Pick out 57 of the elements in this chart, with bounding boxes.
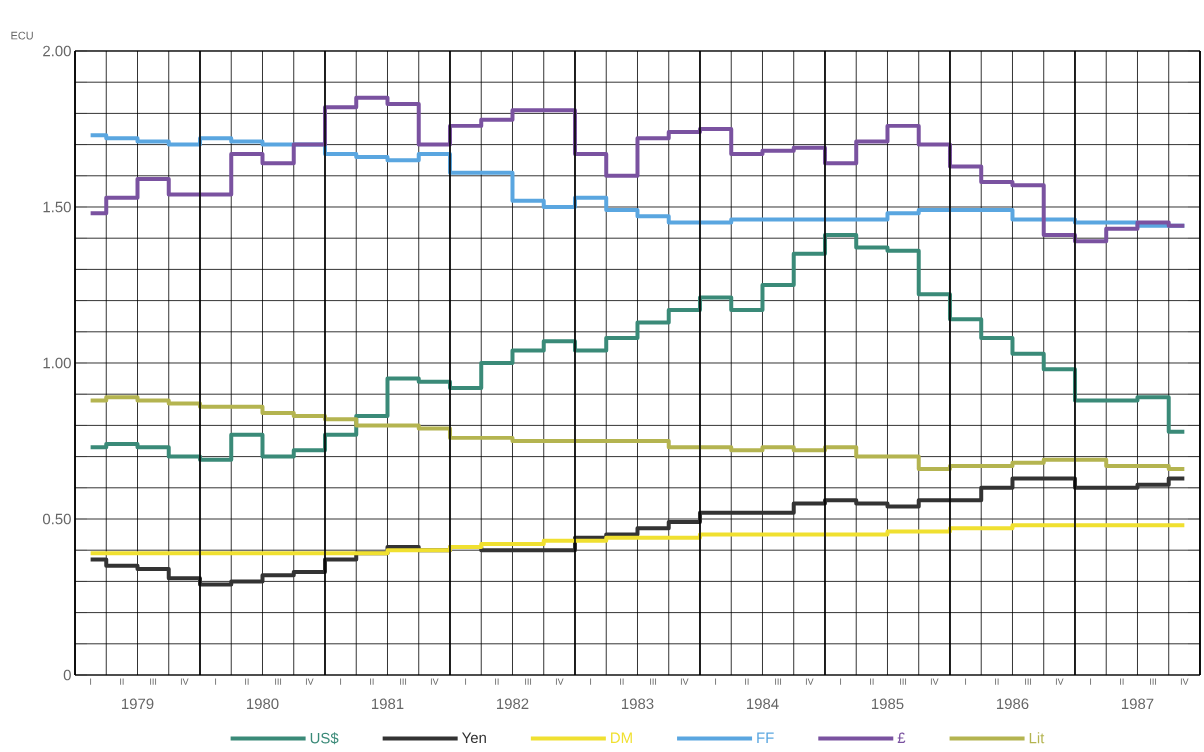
text: Lit — [1029, 732, 1045, 744]
x-tick-label: I — [590, 678, 592, 685]
x-tick-label: III — [900, 678, 907, 685]
text: Yen — [461, 732, 486, 744]
x-tick-label: III — [1150, 678, 1157, 685]
x-tick-label: II — [1120, 678, 1124, 685]
text: 1982 — [497, 698, 529, 710]
text: DM — [611, 732, 632, 743]
text: US$ — [310, 732, 339, 745]
x-tick-label: II — [870, 678, 874, 685]
x-tick-label: I — [90, 678, 92, 685]
text: 1979 — [122, 698, 154, 710]
x-tick-label: IV — [1055, 678, 1064, 685]
text: 1980 — [247, 698, 279, 710]
x-tick-label: II — [370, 678, 374, 685]
text: 1983 — [622, 698, 654, 710]
x-tick-label: II — [745, 678, 749, 685]
x-tick-label: I — [840, 678, 842, 685]
text: 1987 — [1121, 698, 1154, 710]
x-tick-label: III — [775, 678, 782, 685]
x-tick-label: IV — [180, 678, 189, 685]
x-tick-label: IV — [1180, 678, 1189, 685]
x-tick-label: II — [495, 678, 499, 685]
y-tick-label: 1.00 — [43, 357, 71, 369]
y-tick-label: 0 — [63, 669, 71, 681]
x-tick-label: I — [215, 678, 217, 685]
text: 1985 — [872, 698, 904, 710]
x-tick-label: I — [965, 678, 967, 685]
x-tick-label: I — [1090, 678, 1092, 685]
x-tick-label: II — [995, 678, 999, 685]
x-tick-label: II — [120, 678, 124, 685]
x-tick-label: III — [400, 678, 407, 685]
y-tick-label: 0.50 — [42, 513, 71, 525]
y-tick-label: 2.00 — [43, 45, 71, 57]
x-tick-label: I — [340, 678, 342, 685]
x-tick-label: I — [715, 678, 717, 685]
text: 1981 — [372, 698, 404, 710]
x-tick-label: IV — [680, 678, 689, 685]
x-tick-label: III — [150, 678, 157, 685]
text: £ — [897, 732, 906, 743]
x-tick-label: III — [1025, 678, 1032, 685]
x-tick-label: II — [620, 678, 624, 685]
x-tick-label: IV — [930, 678, 939, 685]
text: 1984 — [747, 698, 779, 710]
x-tick-label: III — [650, 678, 657, 685]
x-tick-label: II — [245, 678, 249, 685]
x-tick-label: III — [525, 678, 532, 685]
x-tick-label: IV — [430, 678, 439, 685]
text: 1986 — [996, 698, 1029, 710]
x-tick-label: III — [275, 678, 282, 685]
x-tick-label: IV — [305, 678, 314, 685]
y-axis-title: ECU — [11, 31, 33, 40]
y-tick-label: 1.50 — [43, 201, 71, 213]
x-tick-label: I — [465, 678, 467, 685]
x-tick-label: IV — [555, 678, 564, 685]
x-tick-label: IV — [805, 678, 814, 685]
text: FF — [757, 732, 774, 743]
